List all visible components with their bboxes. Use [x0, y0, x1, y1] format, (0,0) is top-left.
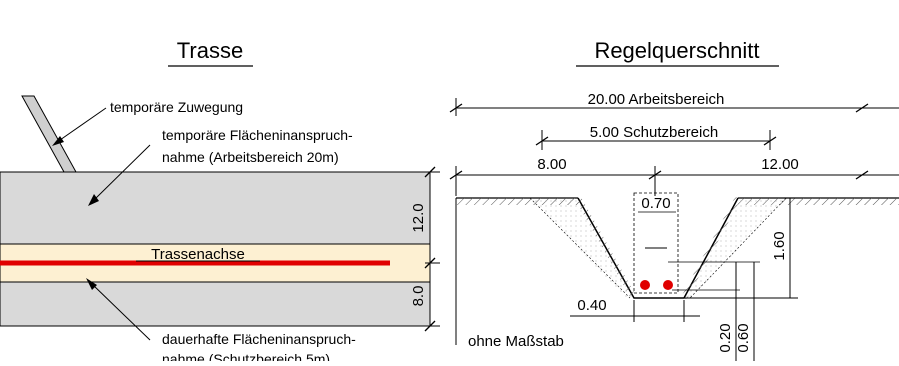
trench-protection-box	[633, 192, 679, 294]
trasse-dim-lower: 8.0	[410, 286, 427, 307]
dim-work-label: 20.00 Arbeitsbereich	[588, 91, 725, 108]
trasse-dim-upper: 12.0	[410, 203, 427, 232]
dim-bottom-label: 0.40	[577, 297, 606, 314]
dim-split-slash-left	[449, 170, 463, 180]
dim-work-slash-right	[855, 103, 869, 113]
perm-area-arrowhead	[86, 278, 97, 290]
trasse-dim-slash-bottom	[424, 320, 436, 332]
temp-access-label: temporäre Zuwegung	[110, 99, 243, 115]
temp-area-leader	[93, 144, 151, 201]
trasse-title: Trasse	[177, 38, 243, 63]
slope-fill-right	[684, 198, 786, 300]
trasse-dim-slash-mid	[424, 257, 436, 269]
temp-area-arrowhead	[88, 194, 99, 206]
cross-section: Regelquerschnitt 20.00 Arbeitsbereich 5.…	[449, 38, 899, 361]
scale-note: ohne Maßstab	[468, 333, 564, 350]
temp-area-label-line2: nahme (Arbeitsbereich 20m)	[162, 149, 339, 165]
dim-work-slash-left	[449, 103, 463, 113]
perm-area-label-line2: nahme (Schutzbereich 5m)	[162, 351, 330, 361]
slope-dashed-left	[529, 197, 631, 299]
dim-depth-label: 1.60	[771, 231, 788, 260]
trasse-plan: Trasse Trassenachse temporäre Zuwegung t…	[0, 38, 440, 366]
trasse-axis-label: Trassenachse	[151, 246, 245, 263]
dim-right-label: 12.00	[761, 156, 799, 173]
lower-work-strip	[0, 281, 431, 327]
perm-area-leader	[91, 283, 151, 341]
upper-work-strip	[0, 171, 431, 245]
slope-hatch-right	[681, 196, 741, 300]
ground-hatch-left	[456, 198, 578, 205]
slope-fill-left	[530, 198, 634, 300]
dim-protection-slash-left	[535, 136, 549, 146]
cable-right	[663, 280, 673, 290]
dim-left-label: 8.00	[537, 156, 566, 173]
dim-width-label: 0.70	[641, 195, 670, 212]
dim-split-slash-right	[855, 170, 869, 180]
perm-area-label-line1: dauerhafte Flächeninanspruch-	[162, 331, 356, 347]
slope-hatch-left	[575, 196, 637, 300]
cable-left	[640, 280, 650, 290]
cross-section-title: Regelquerschnitt	[594, 38, 759, 63]
temp-area-label-line1: temporäre Flächeninanspruch-	[162, 127, 353, 143]
dim-060-label: 0.60	[735, 323, 752, 352]
slope-dashed-right	[689, 197, 787, 299]
temp-access-leader	[59, 107, 107, 141]
dim-protection-label: 5.00 Schutzbereich	[590, 124, 718, 141]
trasse-dim-slash-top	[424, 166, 436, 178]
temp-access-arrowhead	[52, 136, 64, 146]
dim-protection-slash-right	[763, 136, 777, 146]
ground-hatch-right	[738, 198, 899, 205]
dim-split-slash-mid	[648, 170, 662, 180]
dim-020-label: 0.20	[717, 323, 734, 352]
